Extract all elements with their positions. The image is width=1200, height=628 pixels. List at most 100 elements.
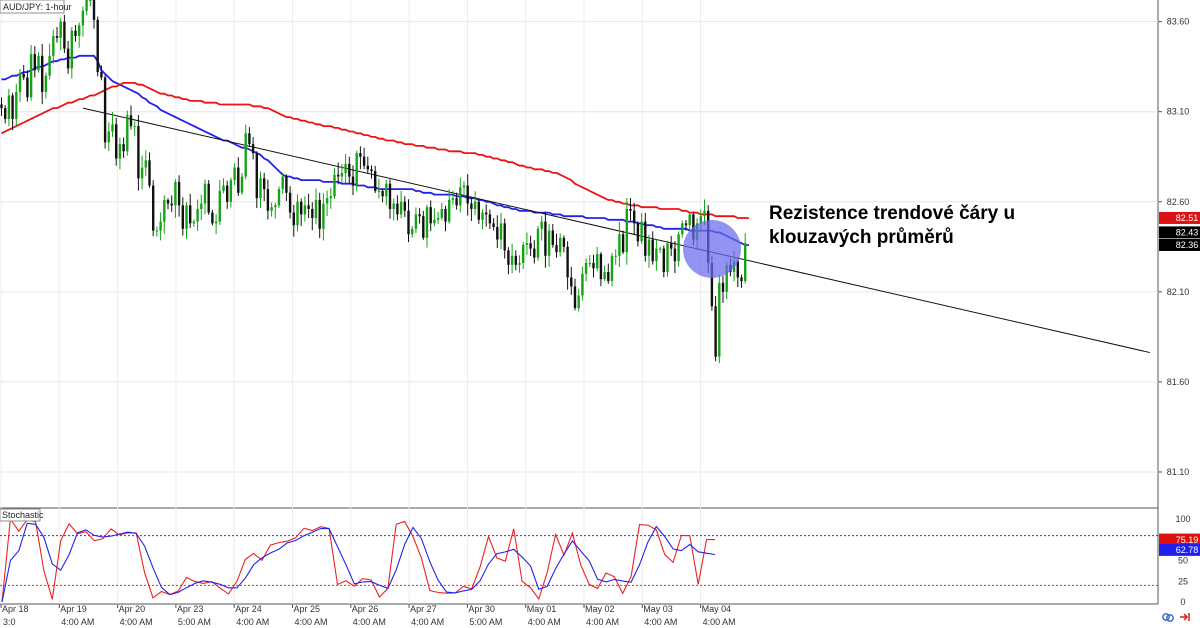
candle-body [318, 199, 321, 229]
candle-body [355, 153, 358, 186]
price-tick-label: 83.60 [1167, 17, 1190, 27]
time-label: 4:00 AM [236, 617, 269, 627]
candle-body [736, 261, 739, 278]
candle-body [237, 167, 240, 193]
candle-body [185, 205, 188, 229]
candle-body [126, 115, 129, 152]
candle-body [581, 273, 584, 296]
candle-body [111, 124, 114, 132]
link-icon[interactable] [1162, 613, 1174, 622]
price-tick-label: 81.60 [1167, 377, 1190, 387]
candle-body [440, 208, 443, 218]
candle-body [388, 183, 392, 209]
candle-body [137, 126, 140, 179]
candle-body [651, 239, 654, 262]
candle-body [436, 217, 440, 220]
time-label: 4:00 AM [586, 617, 619, 627]
candle-body [451, 198, 455, 200]
candle-body [403, 201, 406, 211]
candle-body [529, 243, 532, 249]
annotation-line-2: klouzavých průměrů [769, 227, 954, 248]
stochastic-tag-box [1159, 543, 1200, 556]
date-label: May 01 [527, 604, 557, 614]
candle-body [640, 221, 643, 242]
candle-body [174, 181, 177, 206]
candle-body [340, 172, 344, 177]
date-label: May 02 [585, 604, 615, 614]
candle-body [444, 208, 447, 222]
candle-body [329, 196, 332, 199]
candle-body [322, 203, 325, 229]
candle-body [603, 272, 606, 280]
candle-body [15, 91, 18, 119]
candle-body [666, 243, 669, 273]
candle-body [214, 221, 218, 224]
candle-body [681, 223, 684, 235]
candle-body [26, 77, 29, 98]
candle-body [78, 25, 81, 37]
candle-body [499, 223, 503, 240]
candle-body [181, 205, 184, 229]
candle-body [233, 167, 236, 181]
candle-body [22, 73, 25, 78]
candle-body [714, 306, 717, 357]
candle-body [251, 144, 255, 154]
price-tag-box [1159, 238, 1200, 251]
candle-body [288, 192, 292, 213]
candle-body [370, 169, 373, 172]
candle-body [366, 165, 369, 170]
price-tick-label: 81.10 [1167, 467, 1190, 477]
date-label: Apr 24 [235, 604, 262, 614]
candle-body [385, 183, 388, 197]
candle-body [351, 176, 355, 186]
candle-body [577, 295, 580, 309]
candle-body [303, 205, 307, 215]
price-tag-label: 82.43 [1176, 228, 1199, 238]
candle-body [540, 221, 543, 229]
candle-body [226, 185, 229, 202]
date-label: May 03 [643, 604, 673, 614]
candle-body [485, 212, 488, 215]
candle-body [629, 208, 632, 211]
candle-body [348, 163, 351, 177]
candle-body [285, 176, 288, 193]
scroll-to-latest-icon[interactable] [1180, 613, 1190, 621]
candle-body [240, 176, 244, 193]
candle-body [200, 203, 203, 209]
time-label: 4:00 AM [353, 617, 386, 627]
candle-body [618, 234, 621, 256]
candle-body [725, 264, 728, 292]
candle-body [422, 216, 425, 238]
candle-body [122, 144, 125, 152]
candle-body [18, 73, 22, 92]
candle-body [92, 0, 96, 20]
candle-body [170, 203, 173, 206]
candle-body [740, 277, 743, 282]
candle-body [399, 201, 403, 215]
candle-body [610, 255, 614, 282]
candle-body [107, 131, 110, 143]
candle-body [89, 0, 92, 1]
candle-body [248, 133, 251, 145]
candle-body [514, 255, 517, 265]
date-label: May 04 [702, 604, 732, 614]
candle-body [81, 10, 85, 26]
candle-body [44, 75, 48, 92]
candle-body [670, 243, 673, 249]
date-label: Apr 20 [119, 604, 146, 614]
candle-body [333, 174, 336, 197]
stochastic-tag-box [1159, 533, 1200, 546]
candle-body [118, 144, 122, 159]
candle-body [263, 178, 266, 190]
highlight-circle-group [683, 220, 741, 278]
candle-body [270, 207, 273, 211]
candle-body [688, 214, 691, 226]
candle-body [588, 263, 591, 265]
candle-body [344, 163, 347, 173]
time-label: 5:00 AM [178, 617, 211, 627]
candle-body [218, 190, 221, 222]
candle-body [647, 239, 651, 256]
candle-body [396, 203, 399, 215]
date-label: Apr 23 [177, 604, 204, 614]
candle-body [203, 183, 207, 204]
